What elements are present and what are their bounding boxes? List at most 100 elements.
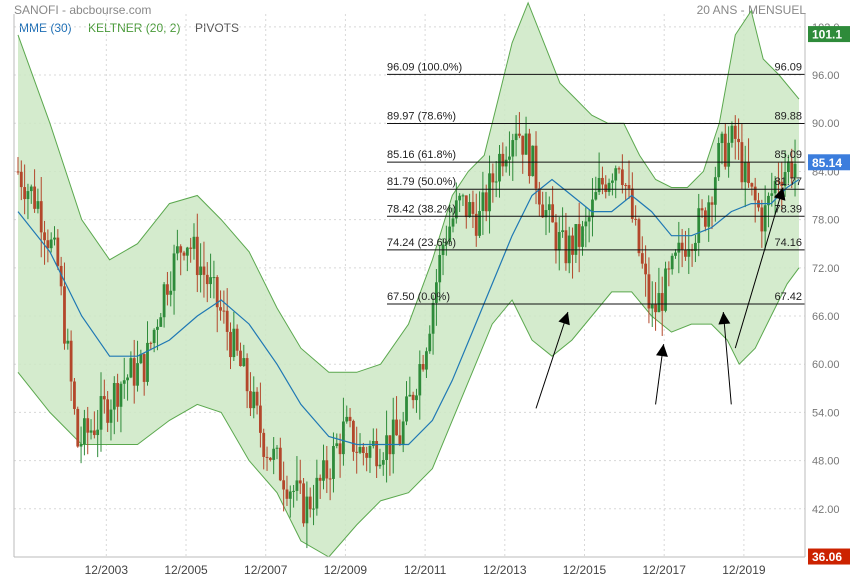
candle-body xyxy=(149,342,153,344)
y-tick-label: 66.00 xyxy=(812,311,840,323)
candle-body xyxy=(159,317,163,327)
candle-body xyxy=(601,177,604,185)
candle-body xyxy=(518,133,521,136)
candle-body xyxy=(322,460,325,481)
candle-body xyxy=(541,204,545,218)
candle-body xyxy=(401,421,405,445)
price-badges: 101.1 85.14 36.06 xyxy=(808,26,850,565)
fib-level-label: 67.50 (0.0%) xyxy=(387,291,450,303)
candle-body xyxy=(488,173,491,212)
candle-body xyxy=(146,342,149,382)
candle-body xyxy=(39,201,43,233)
candle-body xyxy=(268,457,272,460)
arrow-head xyxy=(718,312,731,325)
candle-body xyxy=(527,133,531,177)
candle-body xyxy=(278,447,282,481)
candle-body xyxy=(192,236,196,249)
candle-body xyxy=(69,340,73,382)
candle-body xyxy=(325,460,329,479)
candle-body xyxy=(215,277,219,308)
candle-body xyxy=(471,202,475,214)
candle-body xyxy=(415,395,418,401)
x-tick-label: 12/2011 xyxy=(404,563,447,577)
candle-body xyxy=(66,340,70,344)
candle-body xyxy=(421,364,425,370)
candle-body xyxy=(305,496,309,524)
ema-30-line xyxy=(17,178,800,446)
price-badge-label: 36.06 xyxy=(812,550,842,564)
candle-body xyxy=(411,394,415,401)
candle-body xyxy=(142,354,146,382)
candle-body xyxy=(434,282,438,303)
candle-body xyxy=(225,310,229,332)
candle-body xyxy=(723,133,727,167)
chart-title: SANOFI - abcbourse.com xyxy=(14,3,152,17)
candle-body xyxy=(378,464,382,467)
candle-body xyxy=(514,133,518,141)
fib-right-label: 96.09 xyxy=(774,61,802,73)
candle-body xyxy=(199,266,203,276)
candle-body xyxy=(102,396,106,400)
candle-body xyxy=(763,205,767,232)
candle-body xyxy=(209,277,212,285)
candle-body xyxy=(554,222,558,251)
candle-body xyxy=(660,293,664,311)
x-tick-label: 12/2007 xyxy=(244,563,288,577)
candle-body xyxy=(667,268,671,270)
candle-body xyxy=(219,307,222,311)
legend-keltner[interactable]: KELTNER (20, 2) xyxy=(88,21,181,35)
candle-body xyxy=(222,310,226,312)
candle-body xyxy=(92,430,96,436)
fib-level-label: 78.42 (38.2%) xyxy=(387,203,456,215)
candle-body xyxy=(524,133,528,155)
candle-body xyxy=(79,444,83,447)
candle-body xyxy=(544,210,548,218)
candle-body xyxy=(252,391,256,409)
keltner-fill xyxy=(18,2,799,558)
axes: 12/2003 12/2005 12/2007 12/2009 12/2011 12/20… xyxy=(13,14,840,577)
x-tick-label: 12/2003 xyxy=(85,563,129,577)
fib-level-label: 89.97 (78.6%) xyxy=(387,110,456,122)
candle-body xyxy=(365,453,369,458)
x-tick-label: 12/2009 xyxy=(324,563,368,577)
candle-body xyxy=(358,446,362,453)
candle-body xyxy=(139,354,143,364)
candle-body xyxy=(574,224,578,255)
fib-right-label: 85.09 xyxy=(774,149,802,161)
candle-body xyxy=(49,239,53,249)
arrow-head xyxy=(773,187,786,201)
annotation-arrows xyxy=(535,187,786,409)
keltner-band xyxy=(17,1,800,558)
candle-body xyxy=(82,418,86,445)
candle-body xyxy=(172,253,176,291)
legend-pivots[interactable]: PIVOTS xyxy=(195,21,240,35)
candle-body xyxy=(391,419,395,455)
candle-body xyxy=(431,302,435,334)
candle-body xyxy=(747,162,750,184)
candle-body xyxy=(36,201,40,209)
candle-body xyxy=(398,435,402,445)
candle-body xyxy=(76,408,80,447)
candle-body xyxy=(169,290,173,295)
candle-body xyxy=(614,168,618,181)
candle-body xyxy=(418,364,422,396)
candle-body xyxy=(308,496,312,510)
candle-body xyxy=(302,483,305,524)
candle-body xyxy=(59,265,63,287)
candle-body xyxy=(292,490,296,492)
candle-body xyxy=(547,204,551,211)
candle-body xyxy=(99,396,103,430)
legend-ema[interactable]: MME (30) xyxy=(19,21,72,35)
candle-body xyxy=(109,409,113,423)
candle-body xyxy=(355,451,359,453)
candle-body xyxy=(581,226,584,247)
candle-body xyxy=(129,358,133,378)
candle-body xyxy=(285,489,289,499)
candle-body xyxy=(584,221,588,227)
arrow-shaft xyxy=(734,187,784,349)
candle-body xyxy=(700,208,704,211)
candle-body xyxy=(783,171,787,187)
candle-body xyxy=(56,237,60,266)
candle-body xyxy=(295,480,299,491)
